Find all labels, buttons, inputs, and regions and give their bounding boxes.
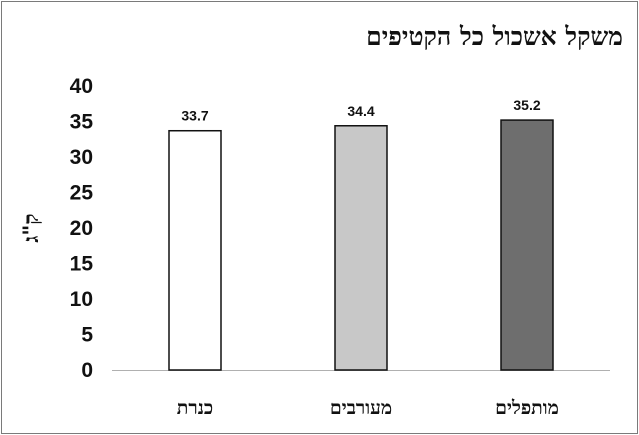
y-tick-label-4: 20: [70, 217, 93, 240]
y-tick-label-3: 15: [70, 253, 94, 276]
y-tick-label-2: 10: [70, 288, 93, 311]
data-label-0: 33.7: [181, 108, 208, 124]
category-label-0: כנרת: [177, 397, 213, 419]
y-tick-label-8: 40: [70, 75, 93, 98]
bar-0: [168, 129, 222, 371]
bar-2: [500, 119, 554, 371]
data-label-2: 35.2: [513, 97, 540, 113]
y-tick-label-1: 5: [81, 324, 93, 347]
category-label-2: מותפלים: [495, 397, 559, 419]
y-tick-label-5: 25: [70, 182, 94, 205]
y-tick-label-7: 35: [70, 111, 94, 134]
y-tick-label-6: 30: [70, 146, 93, 169]
bar-1: [334, 125, 388, 371]
y-tick-label-0: 0: [81, 359, 93, 382]
chart-title: משקל אשכול כל הקטיפים: [366, 22, 623, 51]
data-label-1: 34.4: [347, 103, 374, 119]
category-label-1: מעורבים: [330, 397, 392, 419]
